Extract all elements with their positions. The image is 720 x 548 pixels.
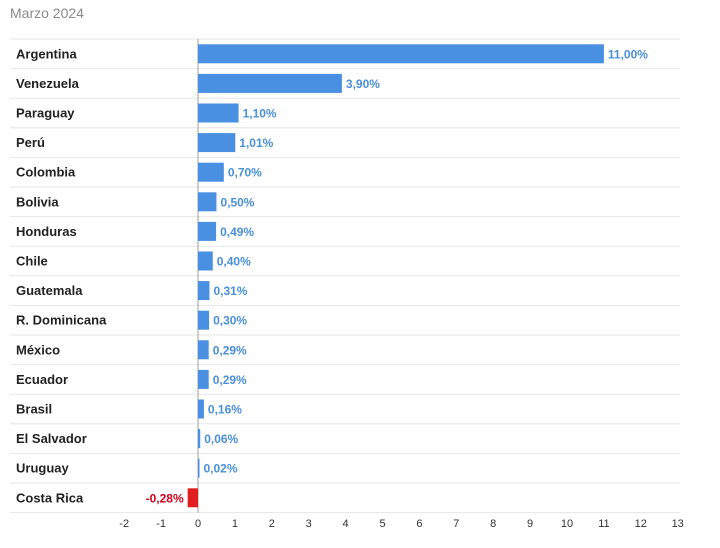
category-label: Guatemala (16, 283, 83, 298)
bar (198, 44, 604, 64)
data-label: 1,10% (243, 107, 277, 121)
x-tick-label: 12 (635, 518, 647, 530)
bar (198, 133, 236, 153)
category-label: Chile (16, 254, 48, 269)
bar (198, 162, 224, 182)
data-label: 0,40% (217, 255, 251, 269)
category-label: Venezuela (16, 76, 80, 91)
data-label: 3,90% (346, 77, 380, 91)
x-tick-label: -2 (119, 518, 129, 530)
category-label: Uruguay (16, 461, 70, 476)
bar (198, 192, 217, 212)
data-label: 0,49% (220, 225, 254, 239)
x-tick-label: 0 (195, 518, 201, 530)
x-tick-label: 9 (527, 518, 533, 530)
bar (198, 429, 201, 449)
x-tick-label: 1 (232, 518, 238, 530)
data-label: 0,50% (220, 195, 254, 209)
bar (198, 310, 210, 330)
x-tick-label: 11 (598, 518, 609, 530)
data-label: 0,16% (208, 403, 242, 417)
data-label: 0,70% (228, 166, 262, 180)
data-label: 0,30% (213, 314, 247, 328)
x-tick-label: 4 (343, 518, 349, 530)
data-label: 0,02% (204, 462, 238, 476)
category-label: Ecuador (16, 372, 68, 387)
x-tick-label: -1 (156, 518, 166, 530)
category-label: Colombia (16, 165, 76, 180)
data-label: 11,00% (608, 47, 648, 61)
bar (198, 399, 204, 419)
chart-subtitle: Marzo 2024 (10, 5, 84, 21)
category-label: Bolivia (16, 194, 59, 209)
data-label: -0,28% (146, 491, 184, 505)
x-tick-label: 8 (490, 518, 496, 530)
x-tick-label: 3 (306, 518, 312, 530)
bar (198, 340, 209, 360)
category-label: Brasil (16, 402, 52, 417)
bar (198, 73, 342, 93)
x-tick-label: 10 (561, 518, 573, 530)
category-label: Perú (16, 135, 45, 150)
bar (198, 458, 200, 478)
x-tick-label: 13 (672, 518, 684, 530)
bar (187, 488, 198, 508)
bar (198, 251, 213, 271)
bar (198, 369, 209, 389)
category-label: Paraguay (16, 106, 75, 121)
category-label: El Salvador (16, 431, 87, 446)
data-label: 0,31% (213, 284, 247, 298)
category-label: Honduras (16, 224, 77, 239)
bar (198, 221, 217, 241)
bar (198, 103, 239, 123)
category-label: México (16, 342, 60, 357)
category-label: Argentina (16, 46, 77, 61)
category-label: Costa Rica (16, 490, 84, 505)
data-label: 0,29% (213, 343, 247, 357)
data-label: 1,01% (239, 136, 273, 150)
bar (198, 281, 210, 301)
x-tick-label: 2 (269, 518, 275, 530)
x-tick-label: 5 (379, 518, 385, 530)
data-label: 0,06% (204, 432, 238, 446)
x-tick-label: 6 (416, 518, 422, 530)
data-label: 0,29% (213, 373, 247, 387)
x-tick-label: 7 (453, 518, 459, 530)
category-label: R. Dominicana (16, 313, 107, 328)
